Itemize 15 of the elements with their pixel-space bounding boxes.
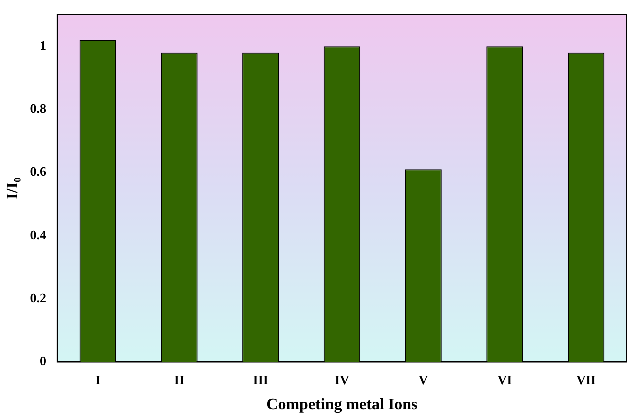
y-tick-label: 0.4 (30, 227, 47, 242)
x-tick-label: V (418, 372, 429, 388)
y-tick-label: 0.6 (30, 164, 47, 180)
x-tick-label: VII (576, 372, 596, 388)
y-tick-label: 1 (40, 38, 46, 53)
x-axis-title: Competing metal Ions (266, 396, 418, 414)
x-tick-label: VI (498, 372, 512, 388)
x-tick-label: IV (335, 372, 350, 388)
y-tick-label: 0.2 (30, 290, 46, 306)
y-tick-label: 0.8 (30, 101, 47, 116)
x-tick-label: III (253, 372, 268, 388)
x-tick-label: I (96, 372, 101, 388)
y-axis-title: I/I₀ (4, 178, 22, 200)
x-tick-label: II (174, 372, 185, 388)
y-tick-label: 0 (40, 354, 46, 369)
